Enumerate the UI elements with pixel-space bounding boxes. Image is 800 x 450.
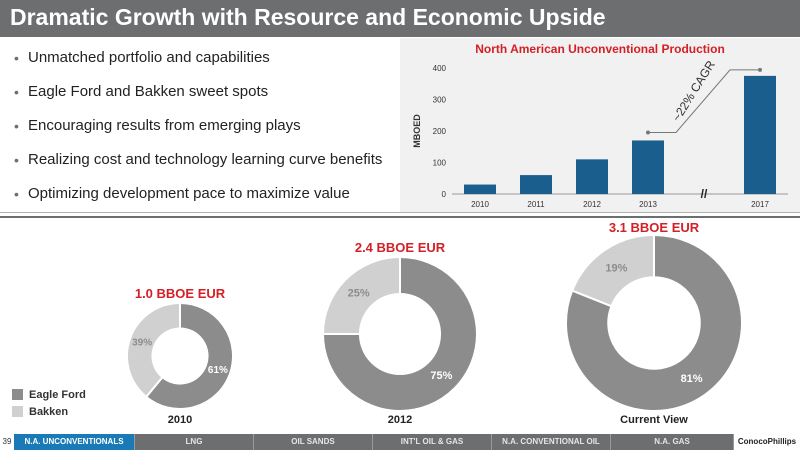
cagr-connector (648, 69, 760, 133)
bullet-item: Realizing cost and technology learning c… (14, 150, 394, 184)
legend: Eagle Ford Bakken (12, 386, 86, 420)
eur-label-current: 3.1 BBOE EUR (608, 220, 700, 235)
bullet-item: Optimizing development pace to maximize … (14, 184, 394, 218)
y-axis-label: MBOED (412, 114, 422, 148)
production-bar-chart: 0 100 200 300 400 MBOED 2010 2011 2012 2013 2017 //… (412, 58, 788, 209)
donut-slice-bakken (126, 302, 181, 399)
tab-oil-sands[interactable]: OIL SANDS (254, 434, 373, 450)
x-tick-label: 2013 (639, 200, 657, 209)
tab-na-gas[interactable]: N.A. GAS (611, 434, 734, 450)
footer-nav: 39 N.A. UNCONVENTIONALS LNG OIL SANDS IN… (0, 434, 800, 450)
tab-na-conventional-oil[interactable]: N.A. CONVENTIONAL OIL (492, 434, 611, 450)
chart-title: North American Unconventional Production (475, 42, 725, 56)
cagr-label: ~22% CAGR (669, 58, 718, 124)
x-tick-label: 2011 (527, 200, 545, 209)
donut-slice-bakken (570, 234, 655, 308)
eur-label-2010: 1.0 BBOE EUR (134, 286, 226, 301)
axis-break-marker: // (701, 187, 708, 201)
year-label-current: Current View (620, 414, 688, 426)
y-tick-label: 100 (433, 159, 447, 168)
slice-label: 61% (208, 365, 228, 376)
bar-2013 (632, 140, 664, 194)
bullet-item: Encouraging results from emerging plays (14, 116, 394, 150)
section-divider (0, 216, 800, 218)
slice-label: 81% (681, 373, 703, 385)
y-tick-label: 300 (433, 96, 447, 105)
legend-item-eagle-ford: Eagle Ford (12, 386, 86, 403)
legend-swatch (12, 389, 23, 400)
page-title: Dramatic Growth with Resource and Econom… (10, 4, 606, 30)
legend-label: Bakken (29, 405, 69, 418)
slice-label: 19% (605, 262, 627, 274)
slice-label: 75% (430, 370, 452, 382)
x-tick-label: 2010 (471, 200, 489, 209)
year-label-2012: 2012 (387, 414, 413, 426)
page-number: 39 (0, 434, 14, 450)
bullet-item: Unmatched portfolio and capabilities (14, 48, 394, 82)
legend-label: Eagle Ford (29, 388, 86, 401)
bullet-list: Unmatched portfolio and capabilities Eag… (14, 48, 394, 218)
tab-lng[interactable]: LNG (135, 434, 254, 450)
donut-chart-current: 81% 19% (565, 234, 743, 412)
cagr-point-end (758, 67, 762, 72)
y-tick-label: 200 (433, 127, 447, 136)
slice-label: 39% (132, 338, 152, 349)
bar-2010 (464, 184, 496, 194)
production-chart-panel: North American Unconventional Production… (400, 38, 800, 212)
year-label-2010: 2010 (167, 414, 193, 426)
donut-slice-bakken (321, 256, 401, 335)
donut-slice-eagle-ford (321, 256, 478, 412)
tab-na-unconventionals[interactable]: N.A. UNCONVENTIONALS (14, 434, 135, 450)
bar-2012 (576, 159, 608, 194)
eur-label-2012: 2.4 BBOE EUR (354, 240, 446, 255)
legend-swatch (12, 406, 23, 417)
company-logo: ConocoPhillips (734, 434, 800, 450)
bar-2017 (744, 75, 776, 194)
donut-slice-eagle-ford (144, 302, 234, 410)
tab-intl-oil-gas[interactable]: INT'L OIL & GAS (373, 434, 492, 450)
bullet-item: Eagle Ford and Bakken sweet spots (14, 82, 394, 116)
slice-label: 25% (348, 287, 370, 299)
cagr-point-start (646, 130, 650, 135)
section-divider-thin (0, 212, 800, 213)
donut-chart-2010: 61% 39% (126, 302, 234, 410)
bar-2011 (520, 175, 552, 194)
donut-chart-2012: 75% 25% (321, 256, 478, 412)
y-tick-label: 0 (442, 190, 447, 199)
x-tick-label: 2017 (751, 200, 769, 209)
title-bar: Dramatic Growth with Resource and Econom… (0, 0, 800, 37)
x-tick-label: 2012 (583, 200, 601, 209)
legend-item-bakken: Bakken (12, 403, 86, 420)
donut-slice-eagle-ford (565, 234, 743, 412)
y-tick-label: 400 (433, 64, 447, 73)
